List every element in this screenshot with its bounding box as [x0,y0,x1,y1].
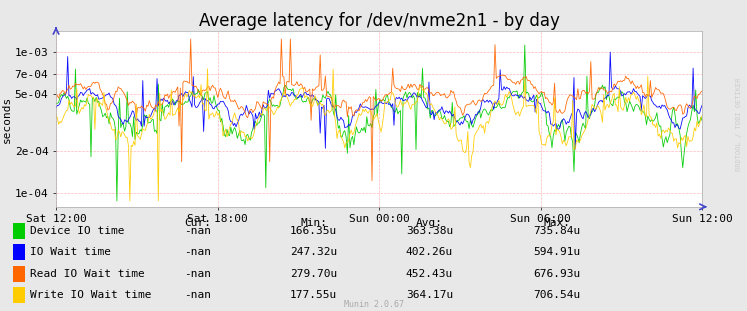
Text: -nan: -nan [185,269,211,279]
Text: Device IO time: Device IO time [30,226,125,236]
Text: Cur:: Cur: [185,218,211,228]
Text: Read IO Wait time: Read IO Wait time [30,269,145,279]
Text: Max:: Max: [543,218,570,228]
Text: 364.17u: 364.17u [406,290,453,300]
Text: 706.54u: 706.54u [533,290,580,300]
Text: 363.38u: 363.38u [406,226,453,236]
Text: -nan: -nan [185,247,211,257]
Bar [13,244,25,260]
Text: Munin 2.0.67: Munin 2.0.67 [344,300,403,309]
Text: 177.55u: 177.55u [290,290,338,300]
Text: 594.91u: 594.91u [533,247,580,257]
Text: Min:: Min: [300,218,327,228]
Text: Write IO Wait time: Write IO Wait time [30,290,152,300]
Text: 452.43u: 452.43u [406,269,453,279]
Text: 735.84u: 735.84u [533,226,580,236]
Text: 402.26u: 402.26u [406,247,453,257]
Text: 279.70u: 279.70u [290,269,338,279]
Y-axis label: seconds: seconds [1,95,12,142]
Text: IO Wait time: IO Wait time [30,247,111,257]
Text: RRDTOOL / TOBI OETIKER: RRDTOOL / TOBI OETIKER [736,78,742,171]
Title: Average latency for /dev/nvme2n1 - by day: Average latency for /dev/nvme2n1 - by da… [199,12,560,30]
Text: 247.32u: 247.32u [290,247,338,257]
Bar [13,287,25,303]
Text: Avg:: Avg: [416,218,443,228]
Text: -nan: -nan [185,290,211,300]
Bar [13,223,25,239]
Text: -nan: -nan [185,226,211,236]
Text: 676.93u: 676.93u [533,269,580,279]
Bar [13,266,25,282]
Text: 166.35u: 166.35u [290,226,338,236]
